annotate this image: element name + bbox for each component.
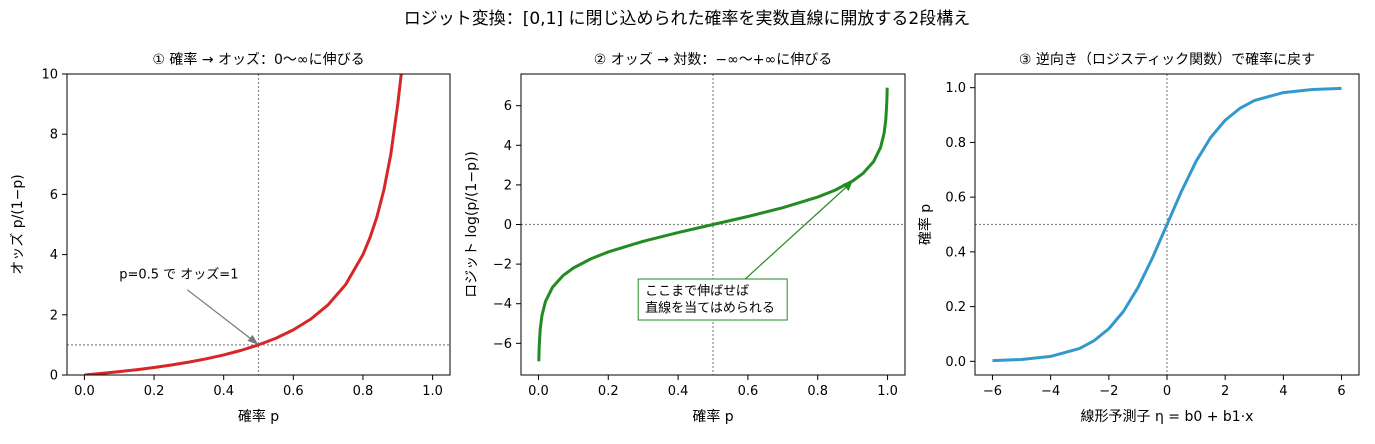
panel-probability-to-odds: ① 確率 → オッズ：0〜∞に伸びる 0.0 0.2 0.4 0.6 0.8 1.0 0 2 4 6… bbox=[10, 51, 451, 425]
y-tick-label: 0.4 bbox=[945, 245, 966, 260]
odds-curve bbox=[84, 74, 403, 375]
x-tick-label: 0.4 bbox=[213, 384, 234, 399]
logistic-curve bbox=[992, 86, 1342, 363]
y-tick-label: 6 bbox=[504, 99, 512, 114]
x-axis-label: 確率 p bbox=[238, 408, 279, 425]
y-axis-label: オッズ p/(1−p) bbox=[10, 174, 26, 275]
figure-suptitle: ロジット変換：[0,1] に閉じ込められた確率を実数直線に開放する2段構え bbox=[404, 9, 971, 29]
x-tick-label: 0.0 bbox=[74, 384, 95, 399]
annotation-label: ここまで伸ばせば bbox=[645, 284, 749, 299]
x-tick-label: 0.8 bbox=[807, 384, 828, 399]
panel-title: ① 確率 → オッズ：0〜∞に伸びる bbox=[152, 51, 364, 68]
annotation-label: p=0.5 で オッズ=1 bbox=[119, 267, 238, 283]
annotation-arrowhead bbox=[247, 334, 259, 345]
y-tick-label: 0.8 bbox=[945, 136, 966, 151]
y-axis-label: ロジット log(p/(1−p)) bbox=[464, 151, 480, 298]
panel-title: ③ 逆向き（ロジスティック関数）で確率に戻す bbox=[1019, 51, 1315, 68]
x-tick-label: 0.0 bbox=[528, 384, 549, 399]
y-tick-label: 0 bbox=[504, 218, 512, 233]
x-axis-label: 確率 p bbox=[692, 408, 733, 425]
annotation-box bbox=[637, 278, 788, 321]
x-tick-label: 0.2 bbox=[598, 384, 619, 399]
x-tick-label: 0.4 bbox=[668, 384, 689, 399]
x-tick-label: −6 bbox=[983, 384, 1002, 399]
x-tick-label: 1.0 bbox=[877, 384, 898, 399]
x-tick-label: 6 bbox=[1337, 384, 1345, 399]
x-tick-label: 0.6 bbox=[283, 384, 304, 399]
y-tick-label: 0.0 bbox=[945, 355, 966, 370]
y-tick-label: 0 bbox=[50, 369, 58, 384]
x-axis-label: 線形予測子 η = b0 + b1·x bbox=[1081, 409, 1254, 425]
x-tick-label: −2 bbox=[1099, 384, 1118, 399]
y-tick-label: 1.0 bbox=[945, 81, 966, 96]
y-tick-label: 0.6 bbox=[945, 191, 966, 206]
x-tick-label: 0 bbox=[1163, 384, 1171, 399]
annotation-arrowhead bbox=[842, 180, 853, 191]
annotation-arrow bbox=[186, 289, 254, 342]
y-tick-label: 4 bbox=[50, 248, 58, 263]
x-tick-label: 0.6 bbox=[738, 384, 759, 399]
annotation-label: 直線を当てはめられる bbox=[645, 300, 775, 316]
y-axis-label: 確率 p bbox=[917, 204, 934, 245]
y-tick-label: −4 bbox=[493, 297, 512, 312]
panel-odds-to-logit: ② オッズ → 対数：−∞〜+∞に伸びる 0.0 0.2 0.4 0.6 0.8 1.0 −6… bbox=[464, 52, 906, 425]
x-tick-label: −4 bbox=[1041, 384, 1060, 399]
y-tick-label: −2 bbox=[493, 258, 512, 273]
y-tick-label: 8 bbox=[50, 128, 58, 143]
y-tick-label: −6 bbox=[493, 337, 512, 352]
y-tick-label: 4 bbox=[504, 139, 512, 154]
x-tick-label: 4 bbox=[1279, 384, 1287, 399]
x-tick-label: 0.8 bbox=[353, 384, 374, 399]
panel-logistic-inverse: ③ 逆向き（ロジスティック関数）で確率に戻す −6 −4 −2 0 2 4 6 0.0 0.2 0.… bbox=[917, 51, 1360, 425]
y-tick-label: 2 bbox=[504, 178, 512, 193]
x-tick-label: 1.0 bbox=[422, 384, 443, 399]
y-tick-label: 10 bbox=[41, 68, 58, 83]
panel-title: ② オッズ → 対数：−∞〜+∞に伸びる bbox=[594, 52, 832, 68]
y-tick-label: 2 bbox=[50, 308, 58, 323]
y-tick-label: 6 bbox=[50, 188, 58, 203]
axes-frame bbox=[66, 73, 451, 376]
annotation-arrow bbox=[744, 184, 850, 280]
logit-curve bbox=[537, 87, 889, 362]
y-tick-label: 0.2 bbox=[945, 300, 966, 315]
x-tick-label: 2 bbox=[1221, 384, 1229, 399]
x-tick-label: 0.2 bbox=[144, 384, 165, 399]
